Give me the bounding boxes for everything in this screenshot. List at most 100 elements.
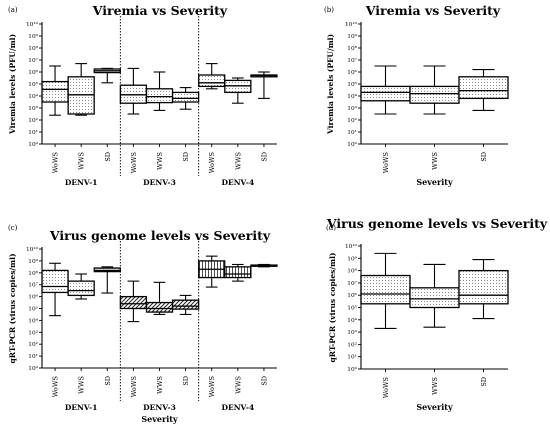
y-axis-label: Viremia levels (PFU/ml) <box>326 34 335 135</box>
box--wows <box>360 252 411 329</box>
category-label: WoWS <box>130 376 138 397</box>
box--sd <box>458 258 509 320</box>
chart-title: Viremia vs Severity <box>365 3 501 18</box>
panel-a: (a) Viremia vs Severity Viremia levels (PF… <box>8 3 278 187</box>
category-label: SD <box>182 376 190 386</box>
group-label: DENV-1 <box>65 178 98 187</box>
y-tick-label: 10¹ <box>347 354 357 361</box>
box-iqr <box>171 91 200 103</box>
category-label: SD <box>480 152 488 162</box>
y-tick-label: 10⁸ <box>347 268 357 275</box>
box-denv3-wws <box>145 71 174 111</box>
y-tick-label: 10⁹ <box>347 33 357 40</box>
category-label: WoWS <box>382 377 390 398</box>
y-tick-label: 10⁴ <box>347 317 357 324</box>
x-axis-label: Severity <box>416 177 453 187</box>
panel-label: (a) <box>8 6 18 14</box>
category-label: WoWS <box>208 152 216 173</box>
y-tick-label: 10¹⁰ <box>345 243 358 250</box>
category-label: WWS <box>78 376 86 394</box>
y-tick-label: 10⁷ <box>28 57 38 64</box>
category-label: SD <box>182 152 190 162</box>
category-label: WoWS <box>130 152 138 173</box>
y-tick-label: 10⁴ <box>28 93 38 100</box>
box-denv1-wows <box>41 65 69 116</box>
y-tick-label: 10⁴ <box>28 317 38 324</box>
box-denv3-wws <box>145 281 174 316</box>
group-label: DENV-1 <box>65 403 98 412</box>
category-label: SD <box>104 152 112 162</box>
box-denv3-wows <box>119 67 148 115</box>
y-tick-label: 10⁵ <box>347 81 357 88</box>
category-label: WWS <box>78 152 86 170</box>
box-denv4-wows <box>198 255 226 288</box>
box-denv1-sd <box>93 266 121 294</box>
group-label: DENV-4 <box>221 403 254 412</box>
y-tick-label: 10² <box>28 341 38 348</box>
box-iqr <box>67 280 95 297</box>
y-tick-label: 10⁷ <box>28 282 38 289</box>
y-tick-label: 10⁶ <box>347 69 357 76</box>
box-iqr <box>409 287 460 309</box>
y-tick-label: 10³ <box>347 329 357 336</box>
y-tick-label: 10¹⁰ <box>345 21 358 28</box>
y-tick-label: 10⁰ <box>347 141 357 148</box>
y-tick-label: 10⁰ <box>347 366 357 373</box>
panel-label: (c) <box>8 224 18 232</box>
box-iqr <box>224 266 252 279</box>
y-tick-label: 10⁵ <box>28 81 38 88</box>
chart-title: Virus genome levels vs Severity <box>326 216 548 231</box>
y-tick-label: 10⁹ <box>347 255 357 262</box>
y-tick-label: 10⁸ <box>347 45 357 52</box>
box-denv4-sd <box>250 71 278 99</box>
box-iqr <box>409 85 460 104</box>
y-tick-label: 10⁹ <box>28 258 38 265</box>
box-iqr <box>41 80 69 103</box>
box-denv3-sd <box>171 87 200 110</box>
box-denv1-wws <box>67 63 95 116</box>
chart-title: Viremia vs Severity <box>92 3 228 18</box>
category-label: WWS <box>234 152 242 170</box>
box-iqr <box>41 269 69 294</box>
y-tick-label: 10⁰ <box>28 365 38 372</box>
y-tick-label: 10¹ <box>28 353 38 360</box>
category-label: SD <box>480 377 488 387</box>
y-tick-label: 10⁶ <box>28 69 38 76</box>
category-label: WWS <box>431 152 439 170</box>
box-iqr <box>458 269 509 305</box>
y-axis-label: qRT-PCR (virus copies/ml) <box>328 253 337 363</box>
category-label: WWS <box>156 152 164 170</box>
y-tick-label: 10³ <box>28 329 38 336</box>
box--wows <box>360 65 411 115</box>
y-tick-label: 10⁸ <box>28 270 38 277</box>
category-label: WoWS <box>52 376 60 397</box>
y-axis-label: Viremia levels (PFU/ml) <box>8 34 17 135</box>
group-label: DENV-4 <box>221 178 254 187</box>
box-iqr <box>360 85 411 102</box>
chart-title: Virus genome levels vs Severity <box>49 228 271 243</box>
y-tick-label: 10⁷ <box>347 57 357 64</box>
box-iqr <box>145 301 174 313</box>
panel-label: (b) <box>324 6 334 14</box>
y-tick-label: 10⁵ <box>347 305 357 312</box>
box--sd <box>458 69 509 111</box>
x-axis-label: Severity <box>416 402 453 412</box>
y-tick-label: 10¹ <box>28 129 38 136</box>
y-tick-label: 10⁶ <box>28 294 38 301</box>
category-label: WWS <box>234 376 242 394</box>
y-tick-label: 10² <box>28 117 38 124</box>
y-tick-label: 10⁶ <box>347 292 357 299</box>
category-label: WoWS <box>382 152 390 173</box>
category-label: WoWS <box>208 376 216 397</box>
panel-b: (b) Viremia vs Severity Viremia levels (PF… <box>324 3 509 187</box>
box--wws <box>409 65 460 115</box>
group-label: DENV-3 <box>143 178 176 187</box>
y-tick-label: 10⁴ <box>347 93 357 100</box>
y-tick-label: 10¹⁰ <box>26 21 39 28</box>
y-tick-label: 10³ <box>28 105 38 112</box>
y-tick-label: 10¹ <box>347 129 357 136</box>
y-tick-label: 10² <box>347 341 357 348</box>
y-tick-label: 10⁷ <box>347 280 357 287</box>
box-denv3-sd <box>171 294 200 316</box>
box-denv4-wows <box>198 63 226 90</box>
